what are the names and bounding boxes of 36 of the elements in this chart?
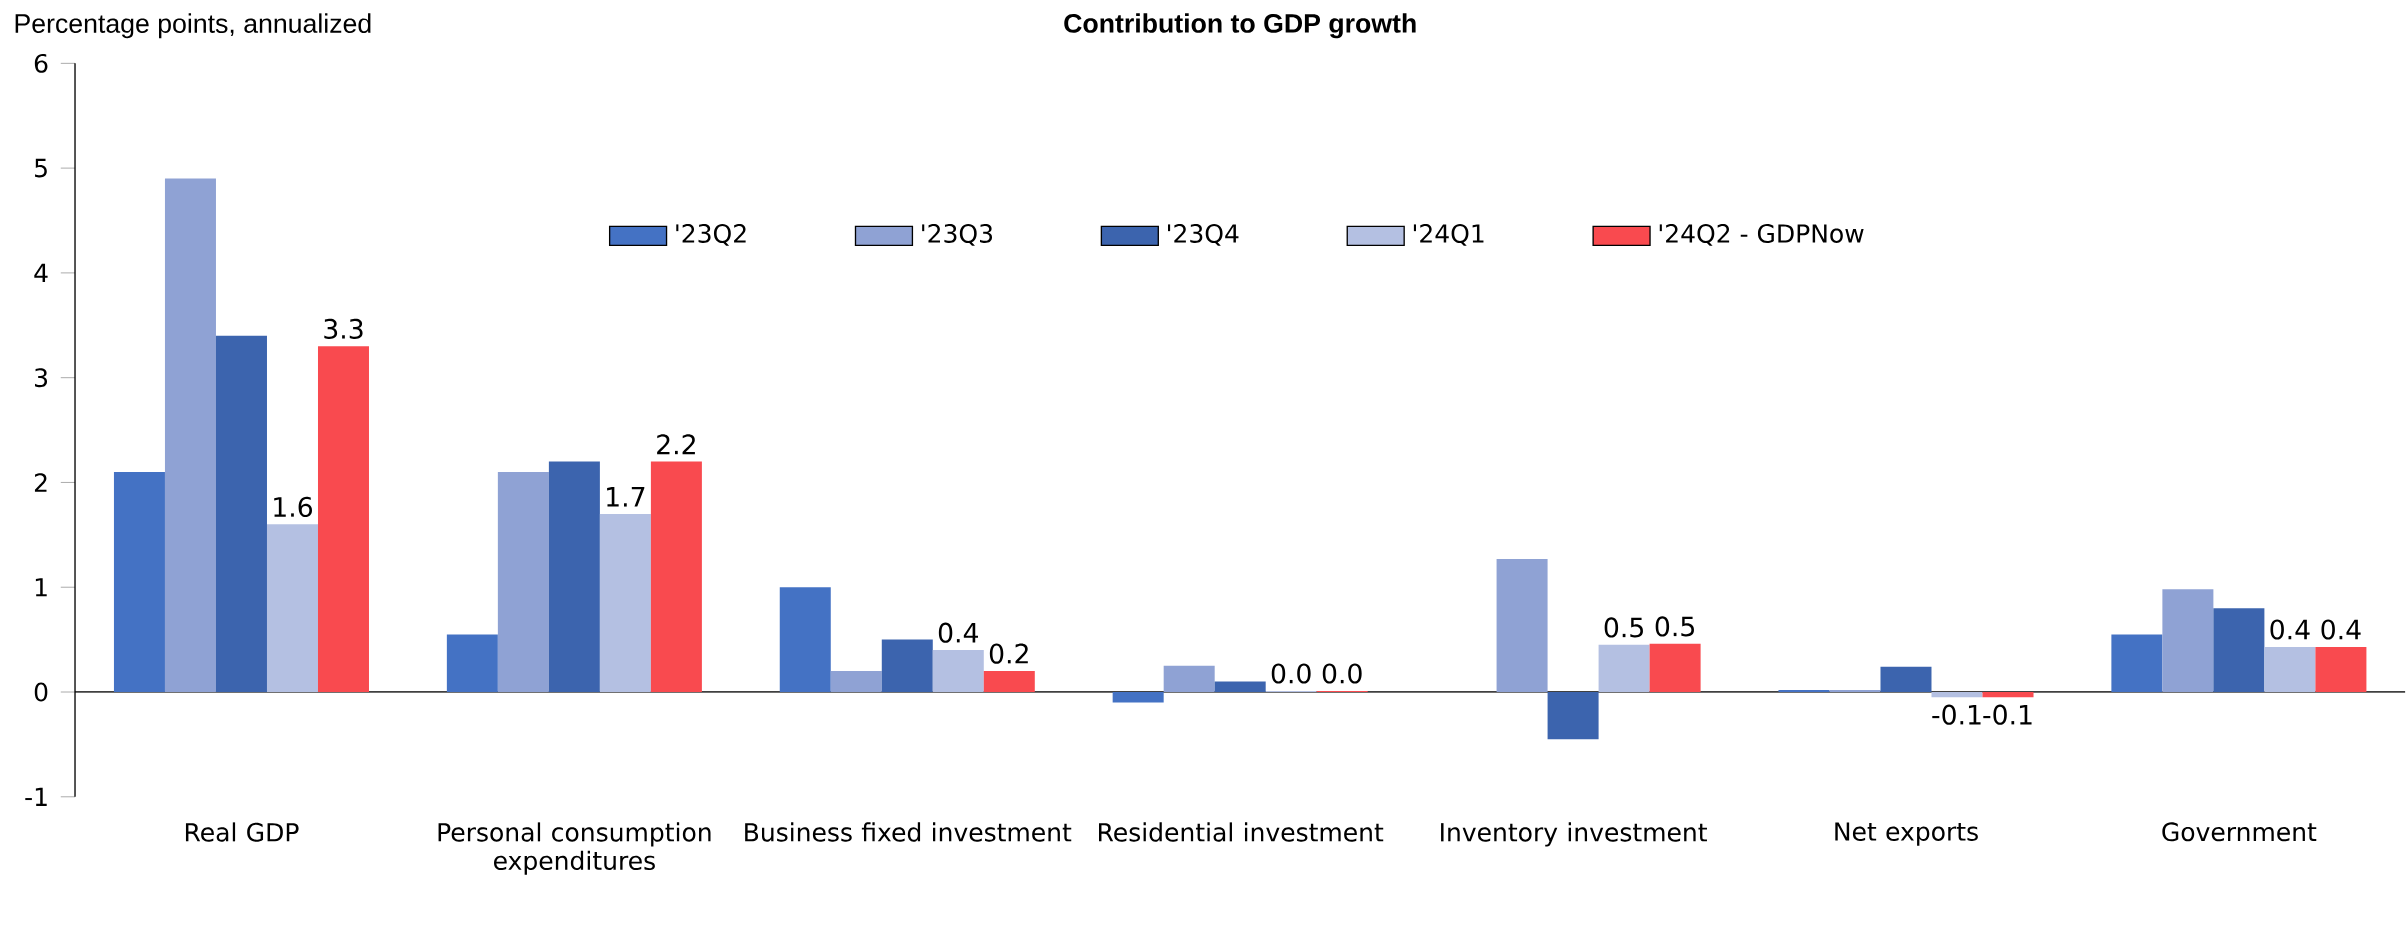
data-label: 0.0 bbox=[1271, 663, 1311, 684]
x-tick-label: Inventory investment bbox=[1441, 822, 1707, 847]
y-tick-label: 4 bbox=[34, 263, 48, 282]
data-label: 0.0 bbox=[1322, 663, 1362, 684]
data-label: -0.1 bbox=[1983, 704, 2032, 725]
y-tick-label: 3 bbox=[34, 368, 48, 388]
legend-label: '23Q2 bbox=[676, 223, 746, 246]
legend-label: '23Q3 bbox=[922, 223, 993, 246]
y-tick-label: 1 bbox=[35, 578, 47, 597]
data-label: 1.6 bbox=[274, 496, 312, 517]
x-tick-label: Real GDP bbox=[185, 822, 299, 842]
legend-label: '23Q4 bbox=[1168, 223, 1239, 246]
data-label: 1.7 bbox=[607, 487, 645, 507]
legend-label: '24Q1 bbox=[1413, 223, 1484, 246]
data-label: 0.4 bbox=[2270, 619, 2310, 640]
data-label: -0.1 bbox=[1932, 704, 1981, 725]
y-axis-title: Percentage points, annualized bbox=[15, 13, 371, 39]
y-tick-label: -1 bbox=[25, 787, 47, 806]
x-tick-label: Residential investment bbox=[1099, 822, 1384, 842]
data-label: 0.5 bbox=[1604, 617, 1643, 638]
x-tick-label: Personal consumption expenditures bbox=[438, 822, 711, 875]
x-tick-label: Government bbox=[2162, 822, 2317, 842]
data-label: 0.4 bbox=[938, 622, 978, 643]
data-label: 3.3 bbox=[324, 318, 363, 339]
legend-label: '24Q2 - GDPNow bbox=[1659, 223, 1864, 246]
chart-title: Contribution to GDP growth bbox=[1064, 13, 1416, 39]
data-label: 2.2 bbox=[657, 434, 695, 455]
data-label: 0.2 bbox=[989, 643, 1028, 664]
y-tick-label: 2 bbox=[34, 473, 47, 492]
data-label: 0.5 bbox=[1655, 616, 1694, 637]
y-tick-label: 6 bbox=[34, 53, 48, 73]
x-tick-label: Business fixed investment bbox=[745, 822, 1072, 842]
x-tick-label: Net exports bbox=[1835, 822, 1978, 846]
data-label: 0.4 bbox=[2321, 619, 2361, 640]
y-tick-label: 5 bbox=[35, 158, 47, 178]
y-tick-label: 0 bbox=[34, 682, 48, 702]
